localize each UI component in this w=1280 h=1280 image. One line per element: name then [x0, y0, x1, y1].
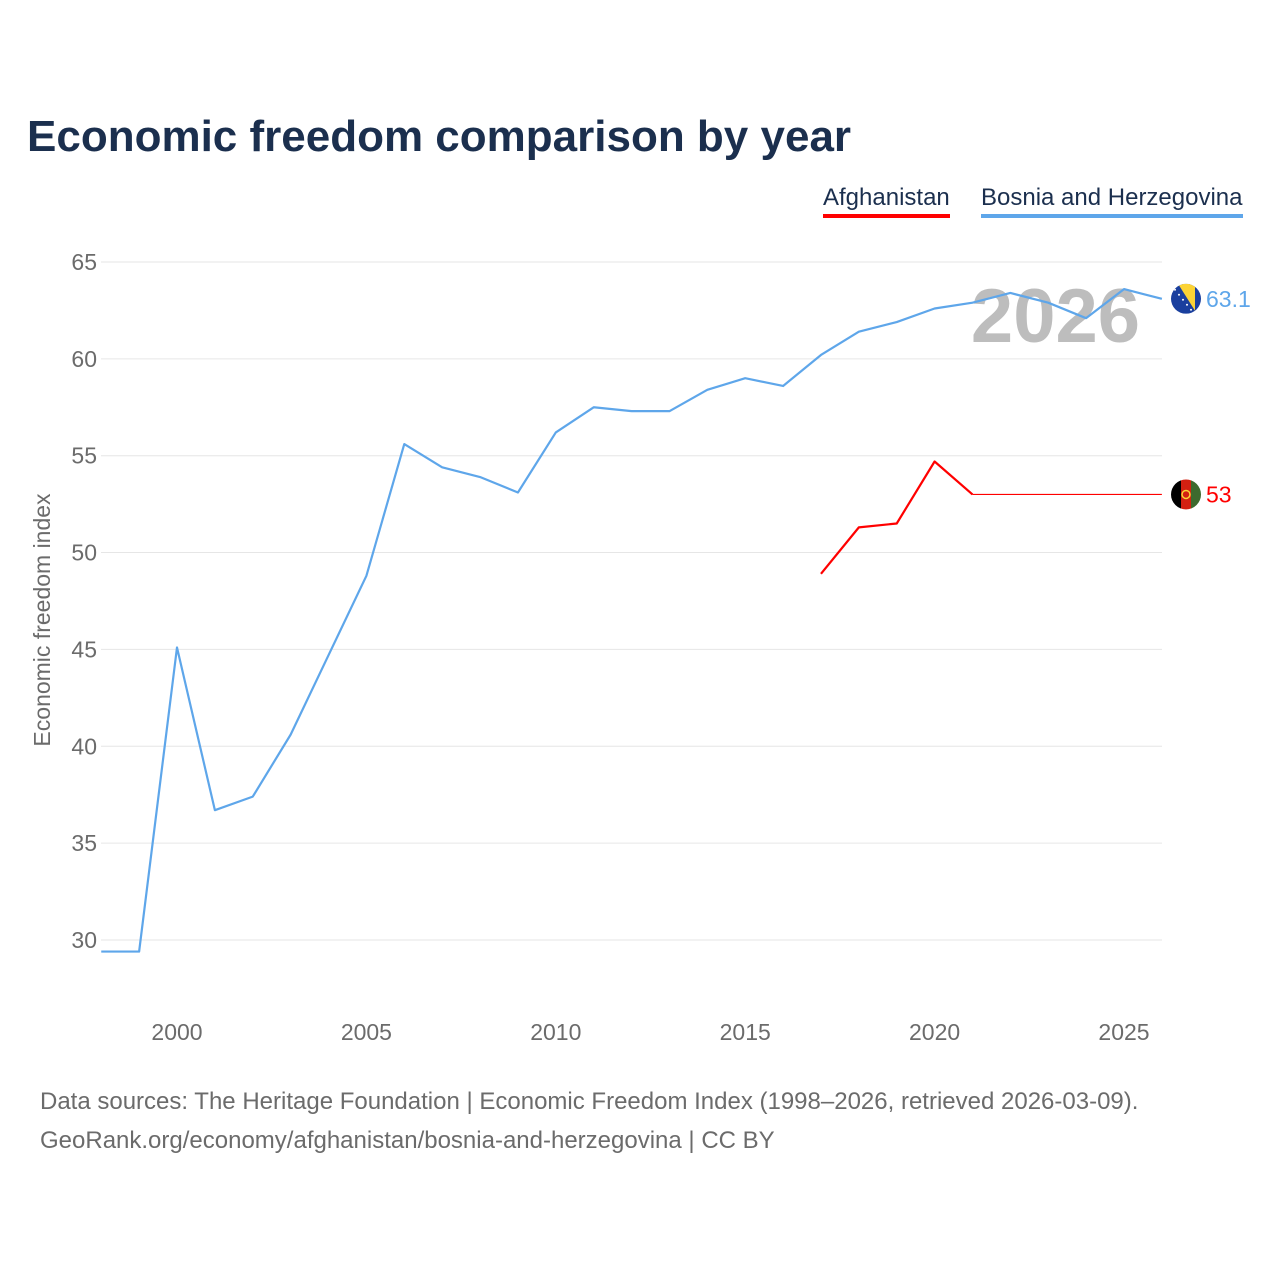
- footer-sources: Data sources: The Heritage Foundation | …: [40, 1088, 1139, 1115]
- y-tick-label: 45: [71, 636, 97, 662]
- flag-star: [1174, 288, 1176, 291]
- flag-body: [1171, 479, 1201, 510]
- flag-star: [1190, 308, 1192, 311]
- end-label-afghanistan: 53: [1206, 481, 1232, 507]
- x-tick-label: 2025: [1098, 1019, 1149, 1045]
- flag-star: [1178, 293, 1180, 296]
- footer-link[interactable]: GeoRank.org/economy/afghanistan/bosnia-a…: [40, 1127, 775, 1154]
- flag-body: [1171, 283, 1201, 314]
- chart-title: Economic freedom comparison by year: [27, 112, 852, 161]
- flag-red: [1181, 479, 1191, 510]
- legend-bosnia[interactable]: Bosnia and Herzegovina: [981, 184, 1243, 218]
- flag-emblem: [1181, 489, 1191, 500]
- flag-star: [1182, 298, 1184, 301]
- year-watermark: 2026: [971, 274, 1140, 359]
- x-tick-label: 2020: [909, 1019, 960, 1045]
- x-tick-label: 2015: [720, 1019, 771, 1045]
- y-tick-label: 55: [71, 443, 97, 469]
- flag-green: [1191, 479, 1201, 510]
- y-tick-label: 40: [71, 733, 97, 759]
- series-line-bosnia-and-herzegovina: [101, 288, 1163, 953]
- x-tick-label: 2000: [151, 1019, 202, 1045]
- legend-afghanistan[interactable]: Afghanistan: [823, 184, 950, 218]
- afghanistan-flag-icon: [1171, 479, 1201, 510]
- flag-triangle: [1178, 283, 1195, 311]
- y-tick-label: 50: [71, 540, 97, 566]
- flag-black: [1171, 479, 1181, 510]
- series-line-afghanistan: [820, 460, 974, 575]
- y-axis-label: Economic freedom index: [29, 493, 55, 747]
- y-tick-label: 30: [71, 927, 97, 953]
- y-tick-label: 60: [71, 346, 97, 372]
- bosnia-flag-icon: [1171, 283, 1201, 314]
- x-tick-label: 2010: [530, 1019, 581, 1045]
- x-tick-label: 2005: [341, 1019, 392, 1045]
- y-tick-label: 65: [71, 249, 97, 275]
- y-tick-label: 35: [71, 830, 97, 856]
- end-label-bosnia: 63.1: [1206, 286, 1251, 312]
- flag-star: [1186, 303, 1188, 306]
